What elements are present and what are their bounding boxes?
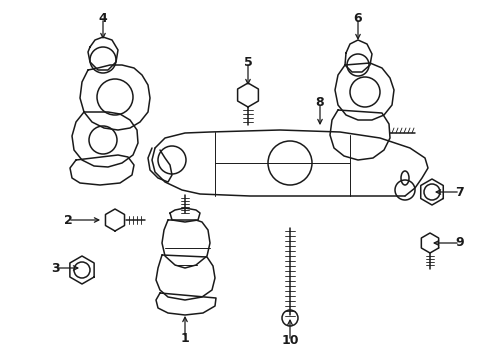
Text: 5: 5 <box>243 55 252 68</box>
Text: 10: 10 <box>281 334 298 347</box>
Text: 9: 9 <box>455 237 464 249</box>
Text: 3: 3 <box>51 261 59 274</box>
Text: 6: 6 <box>353 12 362 24</box>
Text: 1: 1 <box>180 332 189 345</box>
Text: 8: 8 <box>315 96 324 109</box>
Text: 2: 2 <box>63 213 72 226</box>
Text: 7: 7 <box>455 185 464 198</box>
Text: 4: 4 <box>99 12 107 24</box>
